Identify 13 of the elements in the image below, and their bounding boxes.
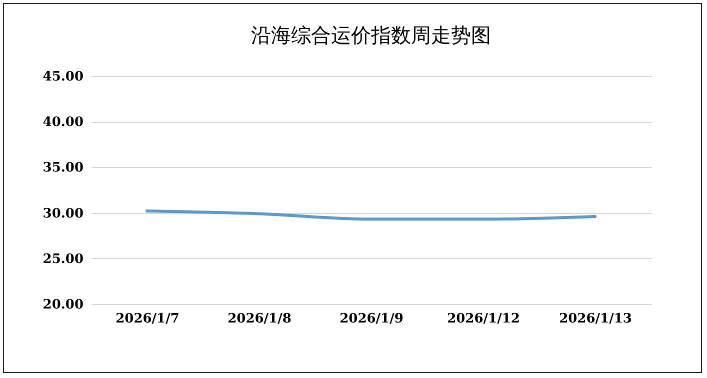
x-tick-label: 2026/1/9: [340, 312, 404, 326]
x-tick-label: 2026/1/12: [447, 312, 520, 326]
y-tick-label: 20.00: [42, 298, 84, 312]
y-tick-label: 40.00: [42, 115, 84, 130]
y-tick-label: 45.00: [42, 70, 84, 84]
x-tick-label: 2026/1/8: [228, 312, 292, 326]
chart-title: 沿海综合运价指数周走势图: [251, 23, 491, 47]
y-tick-label: 35.00: [42, 160, 84, 176]
y-tick-label: 30.00: [42, 206, 84, 222]
line-series: [146, 209, 596, 221]
x-tick-label: 2026/1/13: [559, 312, 632, 326]
y-tick-label: 25.00: [42, 252, 84, 267]
x-tick-label: 2026/1/7: [116, 312, 180, 326]
